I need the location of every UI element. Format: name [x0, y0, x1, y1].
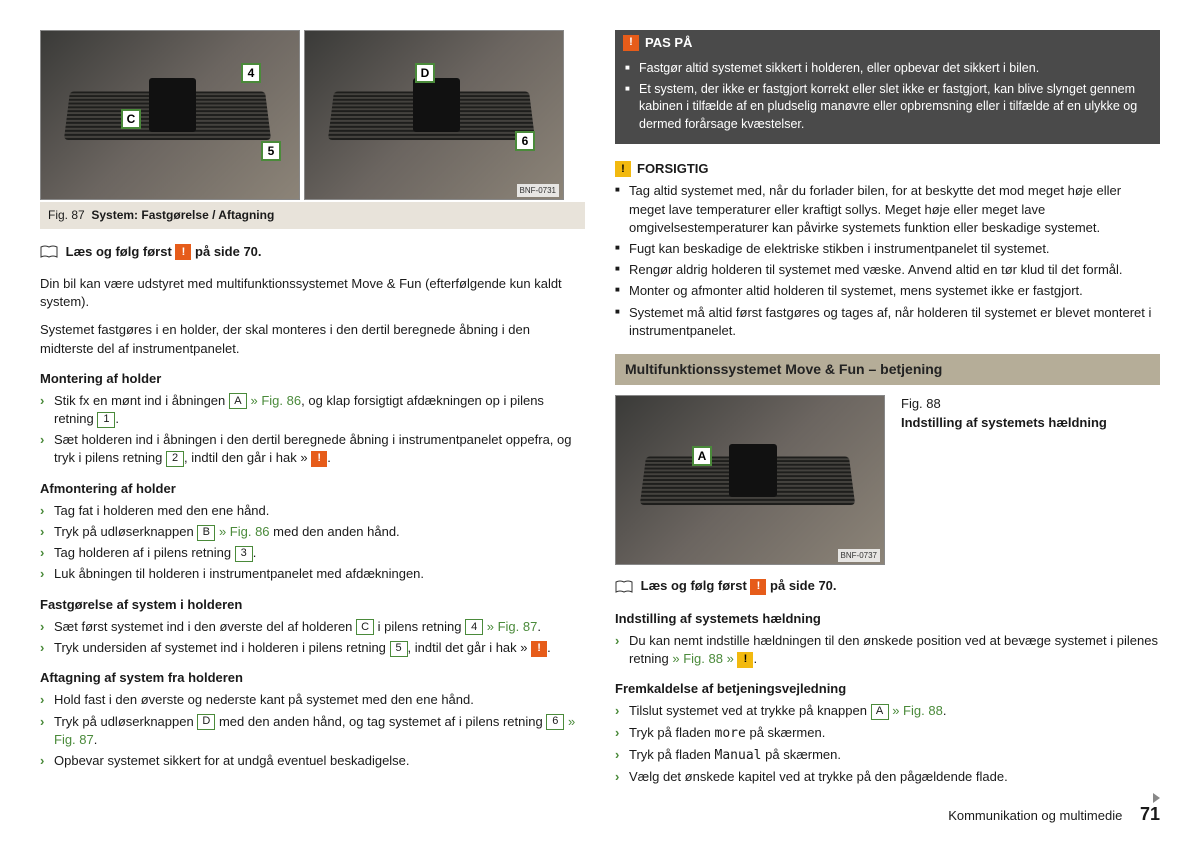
right-column: ! PAS PÅ Fastgør altid systemet sikkert … — [615, 30, 1160, 789]
mount-step-2: Sæt holderen ind i åbningen i den dertil… — [40, 431, 585, 467]
dismount-step-4: Luk åbningen til holderen i instrumentpa… — [40, 565, 585, 583]
detach-step-2: Tryk på udløserknappen D med den anden h… — [40, 713, 585, 749]
warning-icon: ! — [311, 451, 327, 467]
manual-title: Fremkaldelse af betjeningsvejledning — [615, 680, 1160, 698]
section-attach-title: Fastgørelse af system i holderen — [40, 596, 585, 614]
manual-step-2: Tryk på fladen more på skærmen. — [615, 724, 1160, 743]
figure-ref-code: BNF-0731 — [517, 184, 559, 197]
warning-icon: ! — [750, 579, 766, 595]
caution-list: Tag altid systemet med, når du forlader … — [615, 182, 1160, 340]
caution-item-4: Monter og afmonter altid holderen til sy… — [615, 282, 1160, 300]
read-first-left: Læs og følg først ! på side 70. — [40, 243, 585, 261]
mount-step-1: Stik fx en mønt ind i åbningen A » Fig. … — [40, 392, 585, 428]
detach-step-1: Hold fast i den øverste og nederste kant… — [40, 691, 585, 709]
dismount-step-1: Tag fat i holderen med den ene hånd. — [40, 502, 585, 520]
book-icon — [615, 580, 633, 594]
callout-C: C — [121, 109, 141, 129]
figure-88-image: A BNF-0737 — [615, 395, 885, 565]
manual-step-1: Tilslut systemet ved at trykke på knappe… — [615, 702, 1160, 720]
section-dismount-title: Afmontering af holder — [40, 480, 585, 498]
caution-icon: ! — [615, 161, 631, 177]
dismount-step-3: Tag holderen af i pilens retning 3. — [40, 544, 585, 562]
page-content: 4 C 5 D 6 BNF-0731 Fig. 87 System: Fastg… — [40, 30, 1160, 789]
warning-item-1: Fastgør altid systemet sikkert i holdere… — [625, 60, 1150, 78]
caution-item-3: Rengør aldrig holderen til systemet med … — [615, 261, 1160, 279]
read-first-right: Læs og følg først ! på side 70. — [615, 577, 1160, 595]
callout-A: A — [692, 446, 712, 466]
page-footer: Kommunikation og multimedie 71 — [948, 802, 1160, 827]
caution-item-5: Systemet må altid først fastgøres og tag… — [615, 304, 1160, 340]
figure-88-block: A BNF-0737 Fig. 88 Indstilling af system… — [615, 395, 1160, 565]
intro-paragraph-1: Din bil kan være udstyret med multifunkt… — [40, 275, 585, 311]
tilt-title: Indstilling af systemets hældning — [615, 610, 1160, 628]
figure-ref-code: BNF-0737 — [838, 549, 880, 562]
warning-block: ! PAS PÅ Fastgør altid systemet sikkert … — [615, 30, 1160, 144]
manual-step-3: Tryk på fladen Manual på skærmen. — [615, 746, 1160, 765]
detach-steps: Hold fast i den øverste og nederste kant… — [40, 691, 585, 770]
figure-87-right-image: D 6 BNF-0731 — [304, 30, 564, 200]
intro-paragraph-2: Systemet fastgøres i en holder, der skal… — [40, 321, 585, 357]
section-detach-title: Aftagning af system fra holderen — [40, 669, 585, 687]
caution-item-1: Tag altid systemet med, når du forlader … — [615, 182, 1160, 237]
manual-steps: Tilslut systemet ved at trykke på knappe… — [615, 702, 1160, 786]
figure-87-caption: Fig. 87 System: Fastgørelse / Aftagning — [40, 202, 585, 229]
section-mounting-title: Montering af holder — [40, 370, 585, 388]
caution-header: ! FORSIGTIG — [615, 156, 1160, 182]
callout-5: 5 — [261, 141, 281, 161]
dismount-step-2: Tryk på udløserknappen B » Fig. 86 med d… — [40, 523, 585, 541]
detach-step-3: Opbevar systemet sikkert for at undgå ev… — [40, 752, 585, 770]
mounting-steps: Stik fx en mønt ind i åbningen A » Fig. … — [40, 392, 585, 468]
footer-section: Kommunikation og multimedie — [948, 808, 1122, 823]
figure-87-left-image: 4 C 5 — [40, 30, 300, 200]
warning-title: PAS PÅ — [645, 34, 692, 52]
warning-item-2: Et system, der ikke er fastgjort korrekt… — [625, 81, 1150, 134]
manual-step-4: Vælg det ønskede kapitel ved at trykke p… — [615, 768, 1160, 786]
warning-icon: ! — [623, 35, 639, 51]
book-icon — [40, 245, 58, 259]
figure-87: 4 C 5 D 6 BNF-0731 Fig. 87 System: Fastg… — [40, 30, 585, 229]
caution-title: FORSIGTIG — [637, 160, 709, 178]
warning-icon: ! — [175, 244, 191, 260]
callout-D: D — [415, 63, 435, 83]
page-number: 71 — [1140, 804, 1160, 824]
attach-step-1: Sæt først systemet ind i den øverste del… — [40, 618, 585, 636]
section-heading: Multifunktionssystemet Move & Fun – betj… — [615, 354, 1160, 386]
caution-icon: ! — [737, 652, 753, 668]
dismount-steps: Tag fat i holderen med den ene hånd. Try… — [40, 502, 585, 584]
tilt-steps: Du kan nemt indstille hældningen til den… — [615, 632, 1160, 668]
caution-item-2: Fugt kan beskadige de elektriske stikben… — [615, 240, 1160, 258]
attach-steps: Sæt først systemet ind i den øverste del… — [40, 618, 585, 657]
figure-88-caption: Fig. 88 Indstilling af systemets hældnin… — [901, 395, 1160, 431]
attach-step-2: Tryk undersiden af systemet ind i holder… — [40, 639, 585, 657]
tilt-step-1: Du kan nemt indstille hældningen til den… — [615, 632, 1160, 668]
callout-4: 4 — [241, 63, 261, 83]
callout-6: 6 — [515, 131, 535, 151]
left-column: 4 C 5 D 6 BNF-0731 Fig. 87 System: Fastg… — [40, 30, 585, 789]
warning-icon: ! — [531, 641, 547, 657]
